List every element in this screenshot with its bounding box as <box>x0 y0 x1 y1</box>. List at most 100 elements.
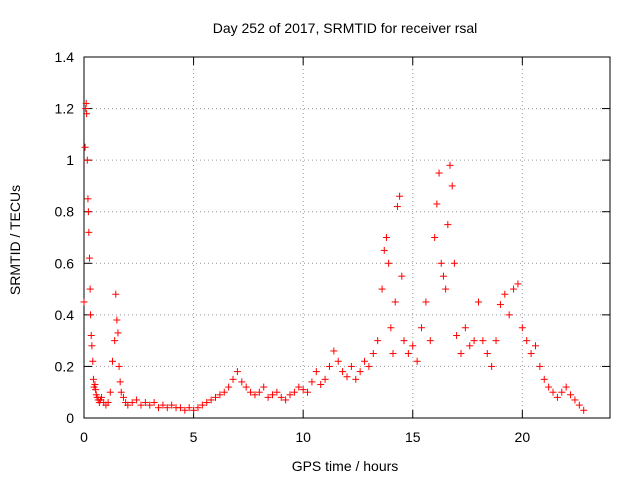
data-point <box>409 342 417 350</box>
data-point <box>580 406 588 414</box>
data-point <box>510 285 518 293</box>
data-point <box>255 388 263 396</box>
data-point <box>374 337 382 345</box>
data-point <box>317 380 325 388</box>
data-point <box>343 373 351 381</box>
data-point <box>492 337 500 345</box>
data-point <box>273 388 281 396</box>
data-point <box>391 298 399 306</box>
data-point <box>251 391 259 399</box>
data-point <box>117 388 125 396</box>
data-point <box>128 399 136 407</box>
data-point <box>356 368 364 376</box>
data-point <box>150 399 158 407</box>
data-point <box>433 200 441 208</box>
data-point <box>299 386 307 394</box>
data-point <box>286 391 294 399</box>
data-point <box>113 316 121 324</box>
data-point <box>85 254 93 262</box>
data-point <box>523 337 531 345</box>
data-point <box>115 362 123 370</box>
data-point <box>422 298 430 306</box>
data-point <box>82 99 90 107</box>
data-point <box>81 143 89 151</box>
data-point <box>483 350 491 358</box>
data-point <box>194 404 202 412</box>
data-point <box>84 208 92 216</box>
data-point <box>277 393 285 401</box>
data-point <box>163 404 171 412</box>
data-point <box>220 388 228 396</box>
data-point <box>553 393 561 401</box>
x-tick-label: 20 <box>515 429 531 445</box>
data-point <box>98 393 106 401</box>
data-point <box>347 362 355 370</box>
data-point <box>207 396 215 404</box>
data-point <box>176 404 184 412</box>
data-point <box>496 301 504 309</box>
data-point <box>203 399 211 407</box>
data-point <box>404 350 412 358</box>
axes: 0 0.2 0.4 0.6 0.8 1 1.2 1.4 0 5 10 15 20 <box>55 49 610 445</box>
data-point <box>325 362 333 370</box>
data-point <box>527 350 535 358</box>
plot-frame <box>83 56 611 419</box>
data-point <box>567 391 575 399</box>
data-point <box>181 406 189 414</box>
data-point <box>87 311 95 319</box>
data-point <box>575 401 583 409</box>
data-point <box>431 234 439 241</box>
data-point <box>225 383 233 391</box>
data-point <box>448 182 456 190</box>
data-point <box>562 383 570 391</box>
data-point <box>398 272 406 280</box>
data-point <box>264 393 272 401</box>
data-point <box>80 298 88 306</box>
data-point <box>389 350 397 358</box>
x-tick-label: 10 <box>295 429 311 445</box>
chart-title: Day 252 of 2017, SRMTID for receiver rsa… <box>213 20 478 36</box>
data-point <box>378 285 386 293</box>
data-point <box>312 368 320 376</box>
data-point <box>111 337 119 345</box>
data-point <box>365 362 373 370</box>
data-point <box>88 342 96 350</box>
data-point <box>479 337 487 345</box>
data-point <box>141 399 149 407</box>
y-tick-label: 1.4 <box>55 49 75 65</box>
x-tick-label: 15 <box>405 429 421 445</box>
data-points <box>80 99 588 414</box>
data-point <box>321 375 329 383</box>
data-point <box>159 401 167 409</box>
data-point <box>133 396 141 404</box>
data-point <box>334 357 342 365</box>
data-point <box>119 393 127 401</box>
data-point <box>385 259 393 267</box>
data-point <box>108 357 116 365</box>
data-point <box>290 388 298 396</box>
data-point <box>92 386 100 394</box>
data-point <box>85 228 93 236</box>
data-point <box>247 388 255 396</box>
grid-lines <box>84 57 610 418</box>
data-point <box>124 401 132 409</box>
data-point <box>116 378 124 386</box>
data-point <box>106 388 114 396</box>
data-point <box>475 298 482 306</box>
data-point <box>450 259 458 267</box>
data-point <box>295 383 303 391</box>
data-point <box>446 161 454 169</box>
data-point <box>393 203 401 211</box>
data-point <box>400 337 408 345</box>
data-point <box>461 324 469 332</box>
data-point <box>442 285 450 293</box>
data-point <box>545 383 553 391</box>
data-point <box>426 337 434 345</box>
data-point <box>238 378 246 386</box>
data-point <box>444 221 452 229</box>
data-point <box>435 169 443 177</box>
data-point <box>268 391 276 399</box>
data-point <box>501 290 509 298</box>
data-point <box>89 375 97 383</box>
